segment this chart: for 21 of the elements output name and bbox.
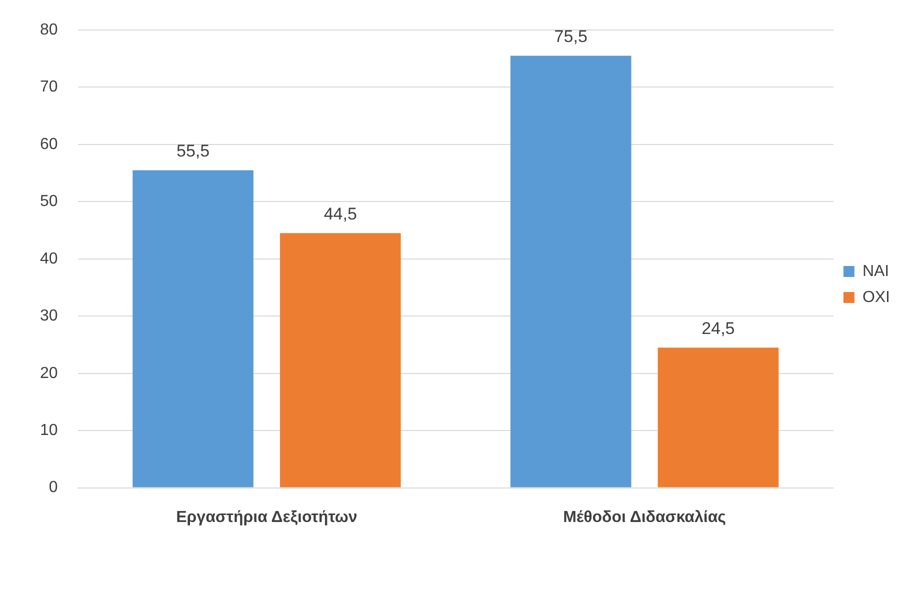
bar — [132, 170, 254, 488]
x-tick-label: Μέθοδοι Διδασκαλίας — [563, 508, 726, 526]
data-label: 55,5 — [176, 141, 210, 160]
bar — [658, 348, 779, 488]
y-tick-label: 50 — [40, 193, 58, 210]
y-tick-label: 80 — [40, 21, 58, 38]
bar — [510, 56, 632, 488]
y-tick-label: 60 — [40, 136, 58, 153]
data-label: 75,5 — [554, 26, 588, 46]
legend-label: ΝΑΙ — [862, 262, 890, 280]
y-tick-label: 30 — [40, 308, 58, 325]
y-tick-label: 0 — [48, 479, 58, 496]
legend-label: ΟΧΙ — [862, 288, 890, 306]
y-tick-label: 10 — [40, 422, 58, 439]
data-label: 24,5 — [702, 318, 735, 338]
bar — [280, 233, 401, 488]
x-tick-label: Εργαστήρια Δεξιοτήτων — [176, 508, 358, 526]
y-tick-label: 40 — [40, 250, 58, 268]
data-label: 44,5 — [324, 204, 357, 224]
y-tick-label: 70 — [40, 78, 58, 96]
y-tick-label: 20 — [40, 364, 58, 382]
